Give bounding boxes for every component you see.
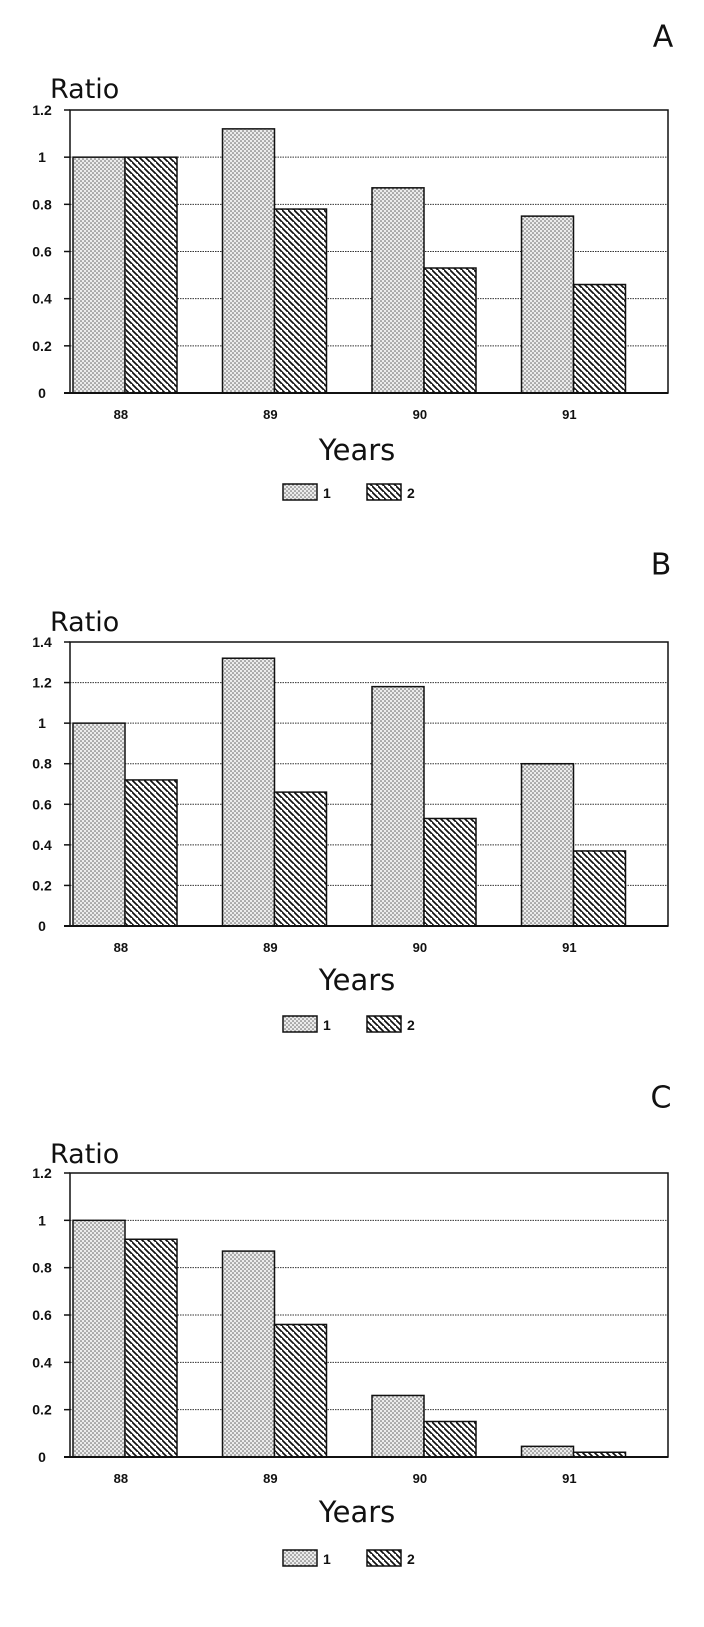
x-tick-label: 89	[263, 940, 277, 955]
y-axis-label: Ratio	[50, 607, 119, 638]
x-tick-label: 91	[562, 407, 576, 422]
legend-swatch-series-2	[366, 1015, 402, 1033]
panel-letter: B	[651, 548, 672, 583]
bar-series-1-89	[221, 657, 276, 927]
bar-series-2-90	[423, 817, 477, 927]
x-tick-label: 91	[562, 940, 576, 955]
bar-series-2-88	[124, 156, 178, 394]
x-tick-label: 90	[413, 1471, 427, 1486]
y-tick-label: 0	[38, 385, 46, 401]
y-tick-label: 0.8	[32, 1260, 52, 1276]
y-tick-label: 0.8	[32, 196, 52, 212]
x-tick-label: 88	[114, 407, 128, 422]
y-tick-label: 0	[38, 1449, 46, 1465]
legend-label-series-2: 2	[407, 485, 415, 501]
y-tick-label: 0.2	[32, 1402, 52, 1418]
bar-series-1-88	[72, 722, 126, 927]
y-tick-label: 1	[38, 1212, 46, 1228]
legend-swatch-series-2	[366, 1549, 402, 1567]
y-tick-label: 1.2	[32, 675, 52, 691]
legend-swatch-series-1	[282, 1015, 318, 1033]
panel-letter: A	[653, 20, 674, 55]
y-tick-label: 0.6	[32, 796, 52, 812]
x-tick-label: 90	[413, 407, 427, 422]
x-tick-label: 89	[263, 1471, 277, 1486]
y-axis-label: Ratio	[50, 1139, 119, 1170]
bar-series-2-91	[572, 850, 627, 927]
y-tick-label: 0.4	[32, 291, 52, 307]
x-tick-label: 88	[114, 940, 128, 955]
y-tick-label: 0.8	[32, 756, 52, 772]
bar-series-1-89	[221, 128, 276, 394]
panel-letter: C	[651, 1081, 672, 1116]
y-tick-label: 0.2	[32, 877, 52, 893]
bar-series-2-90	[423, 1420, 477, 1458]
x-tick-label: 91	[562, 1471, 576, 1486]
y-tick-label: 1	[38, 715, 46, 731]
bar-series-1-90	[371, 685, 425, 927]
bar-series-2-88	[124, 779, 178, 927]
bar-series-2-89	[273, 1323, 328, 1458]
legend-swatch-series-2	[366, 483, 402, 501]
legend-swatch-series-1	[282, 1549, 318, 1567]
bar-series-1-90	[371, 187, 425, 394]
x-tick-label: 89	[263, 407, 277, 422]
y-tick-label: 0.4	[32, 837, 52, 853]
y-tick-label: 0	[38, 918, 46, 934]
bar-series-2-91	[572, 283, 627, 394]
x-axis-label: Years	[318, 1495, 396, 1529]
legend-label-series-1: 1	[323, 1017, 331, 1033]
bar-series-1-88	[72, 156, 126, 394]
bar-series-1-91	[520, 762, 575, 927]
bar-series-1-91	[520, 1445, 575, 1458]
bar-series-1-91	[520, 215, 575, 394]
legend-label-series-2: 2	[407, 1551, 415, 1567]
x-tick-label: 90	[413, 940, 427, 955]
y-tick-label: 1	[38, 149, 46, 165]
x-axis-label: Years	[318, 963, 396, 997]
y-tick-label: 0.4	[32, 1354, 52, 1370]
chart-panel-b: B Ratio 0 0.2 0.4 0.6 0.8 1 1.2 1.4 88 89 90 91 Years 1…	[32, 548, 671, 1034]
legend-swatch-series-1	[282, 483, 318, 501]
bar-series-2-90	[423, 267, 477, 394]
y-tick-label: 1.2	[32, 1165, 52, 1181]
bar-series-2-88	[124, 1238, 178, 1458]
y-tick-label: 1.2	[32, 102, 52, 118]
y-tick-label: 1.4	[32, 634, 52, 650]
bar-series-1-89	[221, 1250, 276, 1458]
bar-series-2-89	[273, 791, 328, 927]
y-tick-label: 0.6	[32, 244, 52, 260]
y-axis-label: Ratio	[50, 74, 119, 105]
x-axis-label: Years	[318, 433, 396, 467]
legend-label-series-1: 1	[323, 485, 331, 501]
y-tick-label: 0.6	[32, 1307, 52, 1323]
bar-series-1-88	[72, 1219, 126, 1458]
legend-label-series-1: 1	[323, 1551, 331, 1567]
bar-series-2-89	[273, 208, 328, 394]
x-tick-label: 88	[114, 1471, 128, 1486]
y-tick-label: 0.2	[32, 338, 52, 354]
legend-label-series-2: 2	[407, 1017, 415, 1033]
bar-series-1-90	[371, 1394, 425, 1458]
